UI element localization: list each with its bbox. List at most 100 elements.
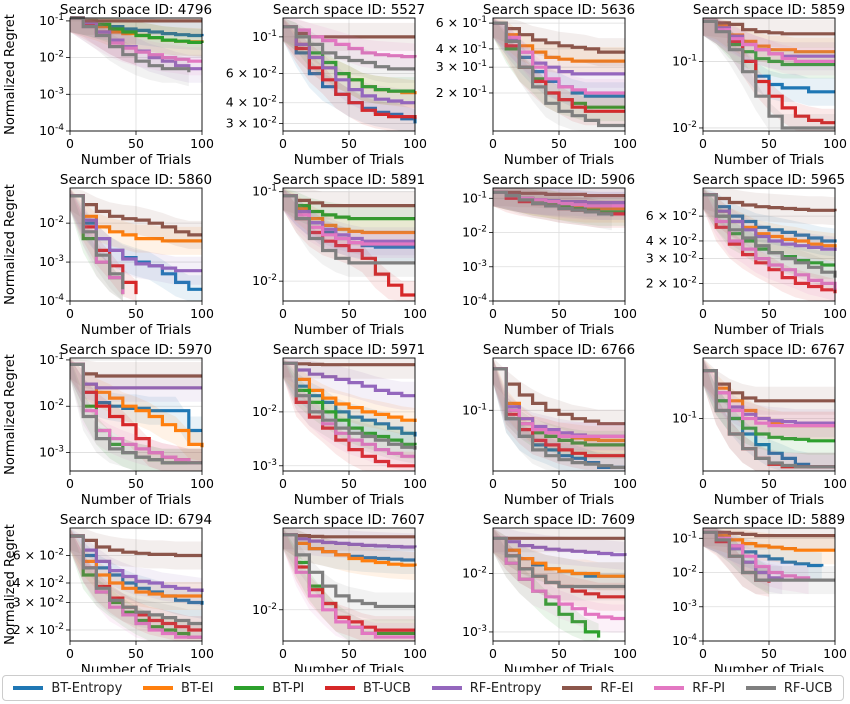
y-tick-label: 3 × 10-2 xyxy=(226,115,277,130)
subplot-title: Search space ID: 5891 xyxy=(273,172,425,188)
x-tick-label: 100 xyxy=(403,476,427,491)
confidence-band-BT-Entropy xyxy=(70,358,202,445)
confidence-band-BT-PI xyxy=(493,358,625,459)
y-tick-label: 10-1 xyxy=(462,402,487,417)
series-line-RF-UCB xyxy=(283,25,415,71)
series-line-RF-UCB xyxy=(703,530,835,582)
confidence-band-RF-PI xyxy=(283,528,415,641)
legend-swatch xyxy=(431,686,462,690)
x-tick-label: 0 xyxy=(279,476,287,491)
confidence-band-RF-EI xyxy=(70,528,202,570)
y-axis-label: Normalized Regret xyxy=(3,14,18,135)
confidence-band-BT-Entropy xyxy=(493,358,625,471)
series-line-RF-UCB xyxy=(703,19,835,130)
confidence-band-BT-UCB xyxy=(703,188,835,301)
series-line-RF-UCB xyxy=(703,193,837,278)
series-line-BT-EI xyxy=(70,194,202,243)
subplot-title: Search space ID: 6794 xyxy=(60,512,212,528)
x-tick-label: 50 xyxy=(341,306,357,321)
subplot-title: Search space ID: 5527 xyxy=(273,2,425,18)
confidence-band-BT-UCB xyxy=(70,18,136,66)
y-tick-label: 4 × 10-2 xyxy=(646,233,697,248)
legend-label: BT-EI xyxy=(181,680,214,696)
series-line-RF-PI xyxy=(283,25,417,59)
series-line-RF-EI xyxy=(70,534,202,558)
y-tick-label: 10-3 xyxy=(462,624,487,639)
y-tick-label: 10-3 xyxy=(462,259,487,274)
y-tick-label: 6 × 10-2 xyxy=(646,208,697,223)
x-tick-label: 0 xyxy=(699,136,707,151)
x-axis-label: Number of Trials xyxy=(504,662,614,672)
y-tick-label: 10-1 xyxy=(672,410,697,425)
y-tick-label: 10-3 xyxy=(252,458,277,473)
confidence-band-BT-Entropy xyxy=(283,18,415,131)
x-tick-label: 0 xyxy=(66,136,74,151)
x-tick-label: 0 xyxy=(66,476,74,491)
y-tick-label: 10-3 xyxy=(39,86,64,101)
confidence-band-RF-UCB xyxy=(493,358,625,471)
subplot-title: Search space ID: 5636 xyxy=(483,2,635,18)
confidence-band-RF-PI xyxy=(70,18,202,76)
subplot-15: Search space ID: 7609 0 50 100 10-3 10-2 Numbe… xyxy=(462,512,637,672)
axes-frame xyxy=(492,357,626,472)
confidence-band-RF-EI xyxy=(493,528,625,553)
y-tick-label: 2 × 10-2 xyxy=(646,275,697,290)
confidence-band-RF-PI xyxy=(70,528,202,641)
legend-swatch xyxy=(745,686,776,690)
series-line-BT-EI xyxy=(493,536,625,578)
confidence-band-BT-EI xyxy=(283,358,415,436)
confidence-band-RF-PI xyxy=(493,528,625,633)
x-tick-label: 0 xyxy=(699,646,707,661)
series-line-RF-PI xyxy=(283,194,415,246)
y-tick-label: 10-1 xyxy=(252,184,277,199)
x-tick-label: 100 xyxy=(613,476,637,491)
y-tick-label: 6 × 10-1 xyxy=(436,15,487,30)
series-line-BT-UCB xyxy=(283,533,415,632)
subplot-1: Search space ID: 4796 0 50 100 10-4 10-3 10-2 1… xyxy=(3,2,214,168)
confidence-band-BT-UCB xyxy=(493,18,625,126)
subplot-4: Search space ID: 5859 0 50 100 10-2 10-1 Numbe… xyxy=(672,2,847,168)
subplot-title: Search space ID: 5906 xyxy=(483,172,635,188)
x-tick-label: 100 xyxy=(823,136,847,151)
legend-swatch xyxy=(654,686,685,690)
confidence-band-RF-UCB xyxy=(493,528,625,601)
x-tick-label: 0 xyxy=(489,136,497,151)
x-tick-label: 50 xyxy=(128,476,144,491)
subplot-title: Search space ID: 5965 xyxy=(693,172,845,188)
confidence-band-BT-Entropy xyxy=(703,188,835,257)
y-axis-label: Normalized Regret xyxy=(3,184,18,305)
series-line-RF-Entropy xyxy=(283,25,415,105)
confidence-band-BT-PI xyxy=(703,358,835,455)
subplot-3: Search space ID: 5636 0 50 100 2 × 10-1 3 × 1… xyxy=(436,2,637,168)
legend-label: BT-Entropy xyxy=(51,680,123,696)
series-line-BT-EI xyxy=(493,21,625,63)
legend-item-RF-EI: RF-EI xyxy=(562,681,633,696)
confidence-band-RF-PI xyxy=(70,358,202,471)
series-line-RF-PI xyxy=(283,533,415,639)
y-tick-label: 10-4 xyxy=(39,293,64,308)
subplot-title: Search space ID: 4796 xyxy=(60,2,212,18)
x-tick-label: 50 xyxy=(551,646,567,661)
subplot-title: Search space ID: 5860 xyxy=(60,172,212,188)
x-axis-label: Number of Trials xyxy=(294,322,404,338)
confidence-band-RF-Entropy xyxy=(70,358,202,402)
confidence-band-BT-UCB xyxy=(703,18,835,131)
x-tick-label: 0 xyxy=(699,476,707,491)
confidence-band-BT-UCB xyxy=(493,528,625,611)
y-tick-label: 2 × 10-1 xyxy=(436,85,487,100)
confidence-band-BT-UCB xyxy=(703,528,769,597)
y-tick-label: 10-2 xyxy=(462,225,487,240)
series-line-BT-UCB xyxy=(493,367,625,458)
x-axis-label: Number of Trials xyxy=(294,152,404,168)
confidence-band-RF-UCB xyxy=(703,188,835,292)
confidence-band-BT-Entropy xyxy=(493,18,625,111)
confidence-band-RF-EI xyxy=(283,188,415,220)
x-tick-label: 100 xyxy=(613,136,637,151)
series-line-BT-EI xyxy=(283,361,417,422)
x-tick-label: 100 xyxy=(190,476,214,491)
x-axis-label: Number of Trials xyxy=(504,152,614,168)
subplot-5: Search space ID: 5860 0 50 100 10-4 10-3 10-2 N… xyxy=(3,172,214,338)
y-axis-label: Normalized Regret xyxy=(3,524,18,645)
confidence-band-RF-EI xyxy=(283,18,415,51)
legend-swatch xyxy=(13,686,44,690)
